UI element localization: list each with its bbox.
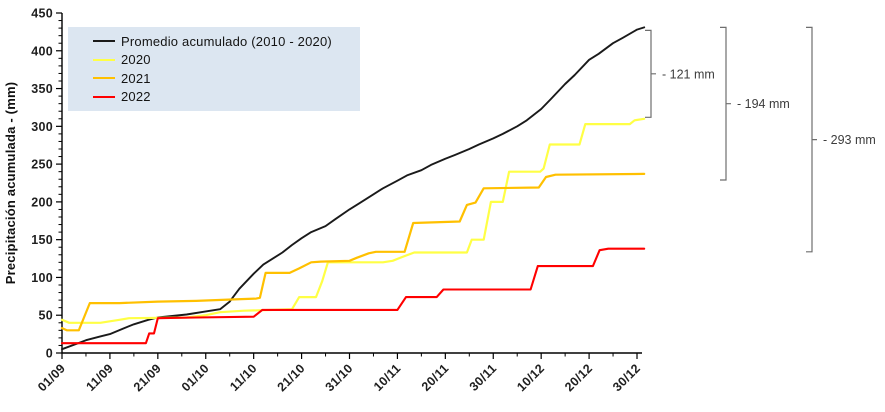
y-axis-title: Precipitación acumulada - (mm) [3,82,18,285]
legend-item-2020: 2020 [93,52,354,67]
x-tick-label: 01/10 [179,361,212,394]
x-tick-label: 21/10 [275,361,308,394]
x-tick-label: 30/12 [610,361,643,394]
legend-swatch-promedio [93,40,115,43]
series-line-2021 [60,172,646,332]
x-tick-label: 21/09 [131,361,164,394]
y-tick-label: 100 [31,271,53,285]
x-tick-label: 01/09 [35,361,68,394]
y-tick-label: 450 [31,7,53,21]
x-tick-label: 10/11 [371,361,404,394]
annotation-bracket-293-mm [806,26,817,253]
x-tick-label: 20/12 [562,361,595,394]
x-tick-label: 11/10 [227,361,260,394]
x-tick-label: 31/10 [323,361,356,394]
series-line-2020 [60,117,646,324]
legend-swatch-2021 [93,77,115,80]
legend-box: Promedio acumulado (2010 - 2020) 2020 20… [68,27,360,111]
y-tick-label: 350 [31,82,53,96]
legend-item-2021: 2021 [93,71,354,86]
annotation-bracket-194-mm [720,26,731,181]
annotation-label-293-mm: - 293 mm [823,133,876,147]
legend-swatch-2020 [93,58,115,61]
x-tick-label: 11/09 [83,361,116,394]
annotation-label-194-mm: - 194 mm [737,97,790,111]
y-tick-label: 300 [31,120,53,134]
y-tick-label: 150 [31,233,53,247]
y-tick-label: 50 [38,309,53,323]
y-tick-label: 200 [31,195,53,209]
x-tick-label: 30/11 [467,361,500,394]
legend-label-promedio: Promedio acumulado (2010 - 2020) [121,33,332,49]
series-line-2022 [60,247,646,345]
y-tick-label: 0 [46,347,53,361]
annotation-bracket-121-mm [645,29,656,118]
legend-label-2020: 2020 [121,52,151,68]
legend-label-2021: 2021 [121,70,151,86]
legend-swatch-2022 [93,95,115,98]
y-tick-label: 250 [31,158,53,172]
legend-item-2022: 2022 [93,89,354,104]
legend-item-promedio: Promedio acumulado (2010 - 2020) [93,34,354,49]
y-tick-label: 400 [31,44,53,58]
x-tick-label: 10/12 [514,361,547,394]
annotation-label-121-mm: - 121 mm [662,67,715,81]
legend-label-2022: 2022 [121,89,151,105]
x-tick-label: 20/11 [419,361,452,394]
